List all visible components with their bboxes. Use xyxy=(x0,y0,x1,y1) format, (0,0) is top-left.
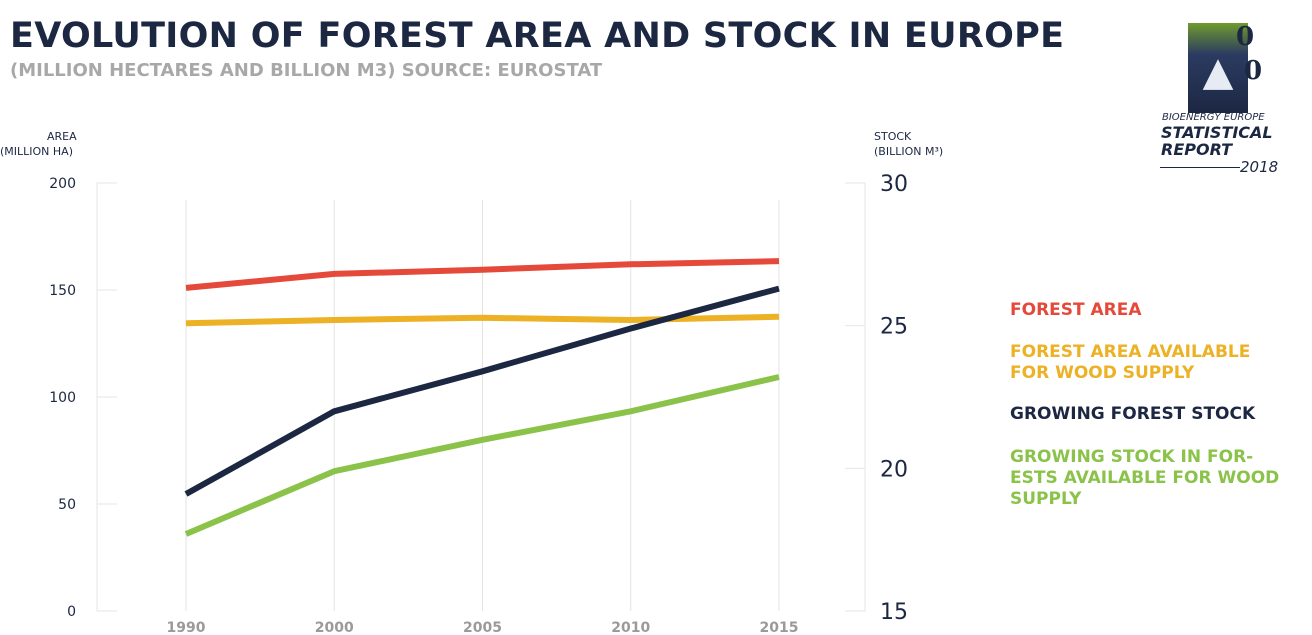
logo-year: 2018 xyxy=(1240,158,1279,176)
x-tick-label-1990: 1990 xyxy=(167,620,206,635)
page-title: EVOLUTION OF FOREST AREA AND STOCK IN EU… xyxy=(10,16,1065,56)
logo-report-title-line2: REPORT xyxy=(1161,140,1233,159)
series-line-4 xyxy=(184,374,780,537)
logo-emblem xyxy=(1188,23,1248,113)
bioenergy-europe-logo: ▲ 0 0 BIOENERGY EUROPE STATISTICAL REPOR… xyxy=(1160,20,1310,180)
line-chart: 0 50 100 150 200 15 20 25 30 1990 2000 2005 2010 2015 xyxy=(49,172,908,635)
right-axis-title: STOCK (BILLION M³) xyxy=(874,129,943,159)
legend-item-1: FOREST AREA xyxy=(1010,300,1142,320)
legend-item-4: GROWING STOCK IN FOR- ESTS AVAILABLE FOR… xyxy=(1010,447,1280,509)
x-tick-label-2000: 2000 xyxy=(315,620,354,635)
series-line-2 xyxy=(185,313,780,327)
logo-report-title-line1: STATISTICAL xyxy=(1161,123,1273,142)
logo-rule xyxy=(1160,167,1240,168)
left-tick-label-100: 100 xyxy=(49,390,76,406)
left-tick-label-0: 0 xyxy=(67,604,76,620)
x-tick-label-2010: 2010 xyxy=(611,620,650,635)
x-tick-label-2015: 2015 xyxy=(760,620,799,635)
right-tick-label-30: 30 xyxy=(880,172,908,197)
right-tick-label-15: 15 xyxy=(880,600,908,625)
left-tick-label-200: 200 xyxy=(49,176,76,192)
logo-digit-1: 0 xyxy=(1236,22,1255,52)
europe-map-icon: ▲ xyxy=(1202,49,1234,95)
logo-org-name: BIOENERGY EUROPE xyxy=(1162,112,1265,123)
left-tick-label-150: 150 xyxy=(49,283,76,299)
legend-item-2: FOREST AREA AVAILABLE FOR WOOD SUPPLY xyxy=(1010,342,1251,383)
left-axis-title-line2: (MILLION HA) xyxy=(0,145,73,158)
series-line-1 xyxy=(185,258,780,291)
right-tick-label-20: 20 xyxy=(880,457,908,482)
left-axis-title-line1: AREA xyxy=(47,130,77,143)
series-line-3 xyxy=(184,285,780,497)
logo-report-title: STATISTICAL REPORT xyxy=(1161,124,1273,158)
right-tick-label-25: 25 xyxy=(880,315,908,340)
x-tick-label-2005: 2005 xyxy=(463,620,502,635)
left-tick-label-50: 50 xyxy=(58,497,76,513)
left-axis-title: AREA (MILLION HA) xyxy=(0,129,80,159)
logo-digit-2: 0 xyxy=(1244,56,1263,86)
right-axis-title-line2: (BILLION M³) xyxy=(874,145,944,158)
legend-item-3: GROWING FOREST STOCK xyxy=(1010,404,1256,424)
right-axis-title-line1: STOCK xyxy=(874,130,912,143)
page-subtitle: (MILLION HECTARES AND BILLION M3) SOURCE… xyxy=(10,60,603,81)
